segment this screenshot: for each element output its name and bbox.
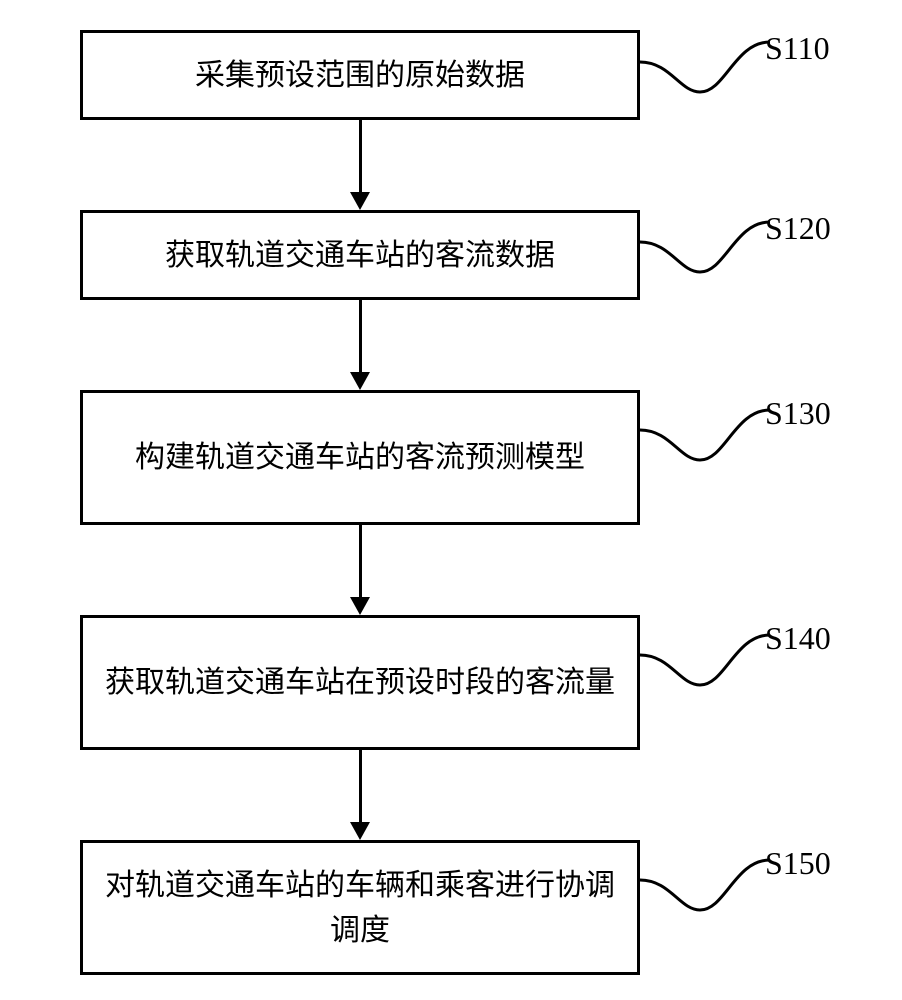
flowchart-step-4: 获取轨道交通车站在预设时段的客流量 [80,615,640,750]
arrow-line-1 [359,120,362,192]
step-text: 采集预设范围的原始数据 [195,53,525,98]
arrow-head-1 [350,192,370,210]
arrow-line-2 [359,300,362,372]
flowchart-step-1: 采集预设范围的原始数据 [80,30,640,120]
connector-curve-4 [640,630,775,700]
step-text: 获取轨道交通车站在预设时段的客流量 [105,660,615,705]
flowchart-step-2: 获取轨道交通车站的客流数据 [80,210,640,300]
connector-curve-3 [640,405,775,475]
connector-curve-5 [640,855,775,925]
arrow-line-3 [359,525,362,597]
step-text: 对轨道交通车站的车辆和乘客进行协调调度 [95,863,625,953]
flowchart-step-5: 对轨道交通车站的车辆和乘客进行协调调度 [80,840,640,975]
arrow-head-2 [350,372,370,390]
step-text: 构建轨道交通车站的客流预测模型 [135,435,585,480]
arrow-head-4 [350,822,370,840]
connector-curve-2 [640,217,775,287]
flowchart-canvas: 采集预设范围的原始数据S110获取轨道交通车站的客流数据S120构建轨道交通车站… [0,0,902,1000]
step-text: 获取轨道交通车站的客流数据 [165,233,555,278]
flowchart-step-3: 构建轨道交通车站的客流预测模型 [80,390,640,525]
arrow-head-3 [350,597,370,615]
arrow-line-4 [359,750,362,822]
connector-curve-1 [640,37,775,107]
